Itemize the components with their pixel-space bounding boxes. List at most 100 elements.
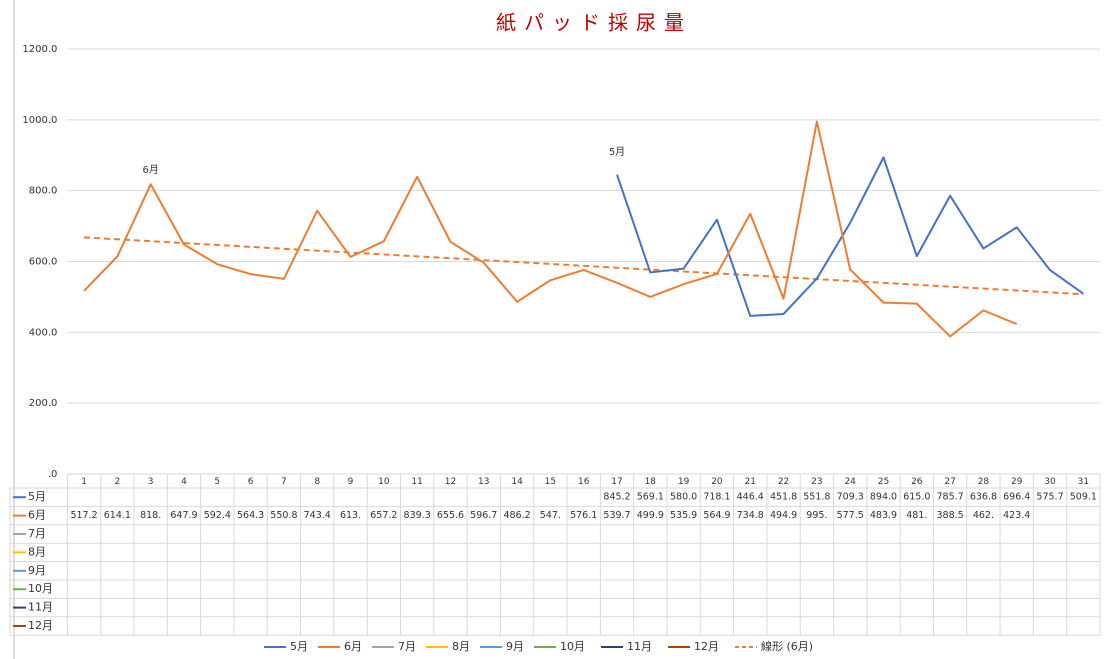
- x-tick-label: 11: [411, 477, 422, 487]
- table-row-label: 8月: [28, 545, 46, 558]
- table-cell: 486.2: [503, 510, 530, 521]
- table-cell: 636.8: [970, 492, 997, 503]
- table-row-label: 10月: [28, 582, 53, 595]
- legend-label: 9月: [506, 640, 524, 653]
- y-tick-label: 1000.0: [22, 115, 57, 126]
- x-tick-label: 29: [1011, 477, 1023, 487]
- x-tick-label: 3: [148, 477, 154, 487]
- x-tick-label: 14: [511, 477, 523, 487]
- table-row-label: 9月: [28, 564, 46, 577]
- table-cell: 743.4: [304, 510, 331, 521]
- x-tick-label: 16: [578, 477, 590, 487]
- table-cell: 550.8: [270, 510, 297, 521]
- x-tick-label: 28: [978, 477, 990, 487]
- table-cell: 785.7: [937, 492, 964, 503]
- table-cell: 577.5: [837, 510, 864, 521]
- x-tick-label: 30: [1044, 477, 1056, 487]
- table-cell: 499.9: [637, 510, 664, 521]
- table-row-label: 7月: [28, 527, 46, 540]
- legend-label: 11月: [627, 640, 652, 653]
- table-cell: 481.: [906, 510, 927, 521]
- x-tick-label: 9: [348, 477, 354, 487]
- table-cell: 509.1: [1070, 492, 1097, 503]
- table-cell: 614.1: [104, 510, 131, 521]
- annotation: 6月: [142, 164, 158, 176]
- x-tick-label: 19: [678, 477, 690, 487]
- trendline: [83, 236, 1084, 296]
- table-cell: 564.9: [703, 510, 730, 521]
- x-tick-label: 18: [645, 477, 657, 487]
- table-cell: 696.4: [1003, 492, 1030, 503]
- table-cell: 894.0: [870, 492, 897, 503]
- table-cell: 615.0: [903, 492, 930, 503]
- table-cell: 845.2: [603, 492, 630, 503]
- table-cell: 576.1: [570, 510, 597, 521]
- x-tick-label: 24: [844, 477, 856, 487]
- table-row-label: 6月: [28, 509, 46, 522]
- x-tick-label: 7: [281, 477, 287, 487]
- x-tick-label: 10: [378, 477, 390, 487]
- x-tick-label: 26: [911, 477, 923, 487]
- x-tick-label: 31: [1078, 477, 1089, 487]
- series-line: [616, 156, 1084, 317]
- table-cell: 839.3: [404, 510, 431, 521]
- table-cell: 734.8: [737, 510, 764, 521]
- y-tick-label: .0: [48, 469, 58, 480]
- x-tick-label: 25: [878, 477, 889, 487]
- table-cell: 462.: [973, 510, 994, 521]
- table-cell: 547.: [540, 510, 561, 521]
- x-tick-label: 17: [611, 477, 622, 487]
- table-row-label: 5月: [28, 490, 46, 503]
- x-tick-label: 8: [314, 477, 320, 487]
- table-cell: 535.9: [670, 510, 697, 521]
- table-cell: 483.9: [870, 510, 897, 521]
- series-line: [83, 120, 1018, 338]
- legend-label: 10月: [560, 640, 585, 653]
- table-cell: 655.6: [437, 510, 464, 521]
- table-cell: 647.9: [170, 510, 197, 521]
- legend-label: 8月: [452, 640, 470, 653]
- x-tick-label: 27: [944, 477, 955, 487]
- x-tick-label: 5: [214, 477, 220, 487]
- x-tick-label: 4: [181, 477, 187, 487]
- table-cell: 613.: [340, 510, 361, 521]
- table-cell: 657.2: [370, 510, 397, 521]
- table-cell: 517.2: [70, 510, 97, 521]
- table-cell: 388.5: [937, 510, 964, 521]
- table-row-label: 12月: [28, 619, 53, 632]
- y-tick-label: 800.0: [29, 186, 58, 197]
- legend-label: 7月: [398, 640, 416, 653]
- table-cell: 569.1: [637, 492, 664, 503]
- x-tick-label: 22: [778, 477, 789, 487]
- x-tick-label: 20: [711, 477, 723, 487]
- table-cell: 596.7: [470, 510, 497, 521]
- table-cell: 818.: [140, 510, 161, 521]
- x-tick-label: 12: [445, 477, 456, 487]
- table-cell: 709.3: [837, 492, 864, 503]
- table-cell: 718.1: [703, 492, 730, 503]
- x-tick-label: 15: [545, 477, 556, 487]
- x-tick-label: 13: [478, 477, 489, 487]
- table-cell: 423.4: [1003, 510, 1030, 521]
- chart-title: 紙パッド採尿量: [496, 11, 692, 35]
- table-cell: 551.8: [803, 492, 830, 503]
- table-cell: 564.3: [237, 510, 264, 521]
- x-tick-label: 1: [81, 477, 87, 487]
- y-tick-label: 1200.0: [22, 44, 57, 55]
- legend-label: 6月: [344, 640, 362, 653]
- table-cell: 575.7: [1036, 492, 1063, 503]
- y-tick-label: 200.0: [29, 398, 58, 409]
- x-tick-label: 21: [745, 477, 756, 487]
- table-cell: 580.0: [670, 492, 697, 503]
- x-tick-label: 6: [248, 477, 254, 487]
- y-tick-label: 400.0: [29, 327, 58, 338]
- table-cell: 539.7: [603, 510, 630, 521]
- table-cell: 494.9: [770, 510, 797, 521]
- annotation: 5月: [609, 146, 625, 158]
- x-tick-label: 2: [114, 477, 120, 487]
- legend-label: 12月: [694, 640, 719, 653]
- table-cell: 451.8: [770, 492, 797, 503]
- x-tick-label: 23: [811, 477, 822, 487]
- legend-label: 5月: [290, 640, 308, 653]
